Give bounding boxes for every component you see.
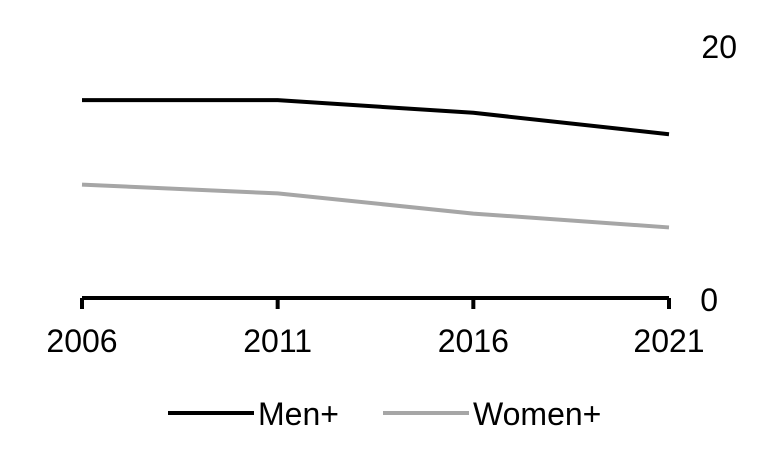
x-tick-label-2021: 2021 xyxy=(633,323,704,359)
legend: Men+ Women+ xyxy=(168,396,601,432)
y-tick-label-max: 20 xyxy=(701,29,737,65)
series-line-women xyxy=(81,182,670,230)
series-lines xyxy=(81,98,670,230)
x-tick-label-2006: 2006 xyxy=(46,323,117,359)
x-axis-ticks xyxy=(80,298,671,309)
legend-label-women: Women+ xyxy=(473,396,601,432)
x-tick-label-2016: 2016 xyxy=(438,323,509,359)
legend-label-men: Men+ xyxy=(258,396,339,432)
x-tick-label-2011: 2011 xyxy=(243,323,312,359)
series-line-men xyxy=(82,98,670,137)
y-tick-label-min: 0 xyxy=(700,282,718,318)
x-axis-tick-labels: 2006 2011 2016 2021 xyxy=(46,323,704,359)
